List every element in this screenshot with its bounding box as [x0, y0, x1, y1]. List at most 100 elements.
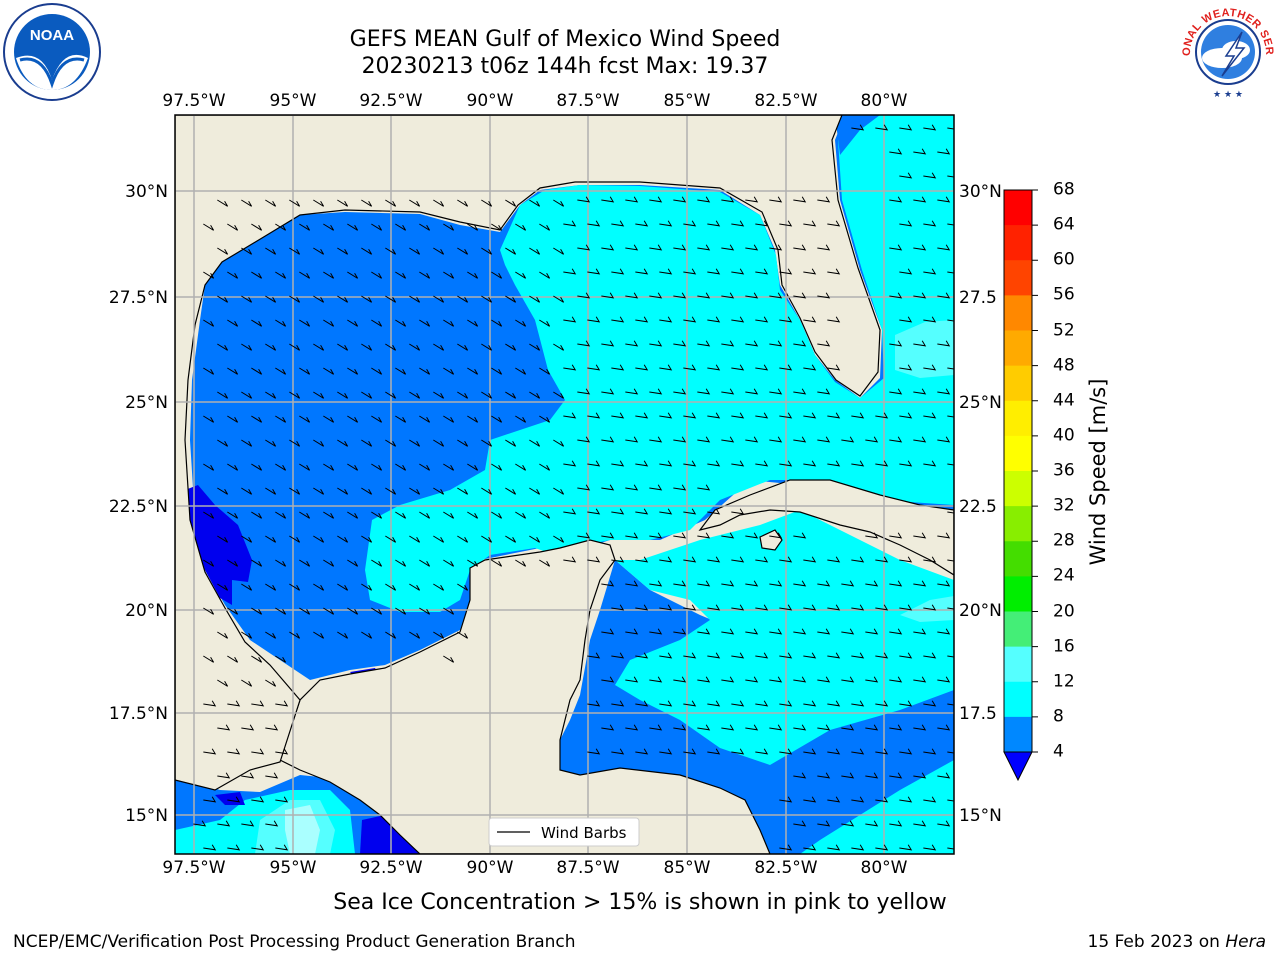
wind-barb: [385, 199, 397, 207]
wind-barb: [827, 412, 841, 419]
wind-barb: [817, 436, 831, 443]
sea-ice-note: Sea Ice Concentration > 15% is shown in …: [333, 890, 947, 915]
wind-barb: [731, 268, 745, 275]
wind-barb: [745, 292, 759, 299]
wind-barb: [601, 628, 615, 635]
wind-barb: [457, 247, 469, 255]
wind-barb: [731, 556, 745, 563]
wind-barb: [923, 844, 937, 851]
wind-barb: [299, 463, 311, 471]
wind-barb: [899, 268, 913, 275]
wind-barb: [227, 844, 241, 851]
wind-barb: [443, 367, 455, 375]
colorbar-segment: [1004, 576, 1032, 612]
wind-barb: [217, 391, 229, 399]
wind-barb: [923, 364, 937, 371]
wind-barb: [347, 223, 359, 231]
wind-barb: [241, 391, 253, 399]
wind-barb: [913, 676, 927, 683]
wind-barb: [731, 508, 745, 515]
wind-barb: [745, 436, 759, 443]
wind-barb: [769, 292, 783, 299]
wind-barb: [625, 484, 639, 491]
wind-barb: [793, 532, 807, 539]
wind-barb: [899, 796, 913, 803]
wind-barb: [563, 268, 577, 275]
lon-label-top: 87.5°W: [556, 91, 619, 111]
wind-barb: [947, 319, 954, 322]
wind-barb: [913, 820, 927, 827]
wind-barb: [241, 772, 255, 779]
wind-barb: [371, 271, 383, 279]
wind-barb: [217, 772, 231, 779]
wind-barb: [865, 532, 879, 539]
map-frame: [174, 114, 955, 855]
wind-barb: [409, 343, 421, 351]
wind-barb: [419, 367, 431, 375]
wind-barb: [515, 223, 527, 231]
wind-barb: [793, 772, 807, 779]
wind-barb: [275, 607, 287, 615]
wind-barb: [635, 412, 649, 419]
wind-barb: [337, 535, 349, 543]
colorbar-label: Wind Speed [m/s]: [1086, 378, 1110, 566]
colorbar-tick-label: 68: [1053, 179, 1075, 200]
wind-barb: [769, 532, 783, 539]
wind-barb: [841, 628, 855, 635]
wind-barb: [323, 463, 335, 471]
wind-barb: [481, 343, 493, 351]
wind-barb: [587, 412, 601, 419]
wind-barb: [385, 439, 397, 447]
lat-label-left: 27.5°N: [109, 288, 168, 308]
wind-barb: [635, 604, 649, 611]
wind-barb: [707, 604, 721, 611]
wind-barb: [745, 196, 759, 203]
wind-barb: [443, 271, 455, 279]
wind-barb: [577, 340, 591, 347]
wind-barb: [745, 244, 759, 251]
wind-barb: [673, 676, 687, 683]
wind-barb: [865, 580, 879, 587]
wind-barb: [913, 292, 927, 299]
wind-barb: [851, 460, 865, 467]
lon-label-bottom: 82.5°W: [754, 858, 817, 878]
wind-barb: [899, 172, 913, 179]
wind-barb: [505, 247, 517, 255]
lat-label-left: 15°N: [125, 806, 168, 826]
wind-barb: [241, 535, 253, 543]
wind-barb: [505, 199, 517, 207]
wind-barb: [913, 628, 927, 635]
wind-barb: [755, 412, 769, 419]
wind-barb: [827, 268, 841, 275]
wind-barb: [851, 556, 865, 563]
wind-barb: [625, 436, 639, 443]
wind-barb: [337, 247, 349, 255]
colorbar-segment: [1004, 330, 1032, 367]
wind-barb: [457, 535, 469, 543]
wind-barb: [745, 724, 759, 731]
wind-barb: [337, 631, 349, 639]
wind-barb: [659, 700, 673, 707]
wind-barb: [923, 460, 937, 467]
wind-barb: [817, 628, 831, 635]
wind-barb: [227, 700, 241, 707]
colorbar-segment: [1004, 506, 1032, 542]
wind-barb: [683, 412, 697, 419]
wind-barb: [865, 772, 879, 779]
wind-barb: [779, 652, 793, 659]
wind-barb: [409, 583, 421, 591]
wind-barb: [745, 580, 759, 587]
wind-barb: [323, 415, 335, 423]
wind-barb: [865, 628, 879, 635]
wind-barb: [755, 748, 769, 755]
wind-barb: [673, 532, 687, 539]
wind-barb: [841, 772, 855, 779]
wind-barb: [923, 124, 937, 131]
wind-barb: [203, 415, 215, 423]
wind-barb: [587, 748, 601, 755]
wind-barb: [577, 244, 591, 251]
wind-barb: [467, 511, 479, 519]
wind-barb: [913, 772, 927, 779]
wind-barb: [241, 820, 255, 827]
wind-barb: [419, 511, 431, 519]
